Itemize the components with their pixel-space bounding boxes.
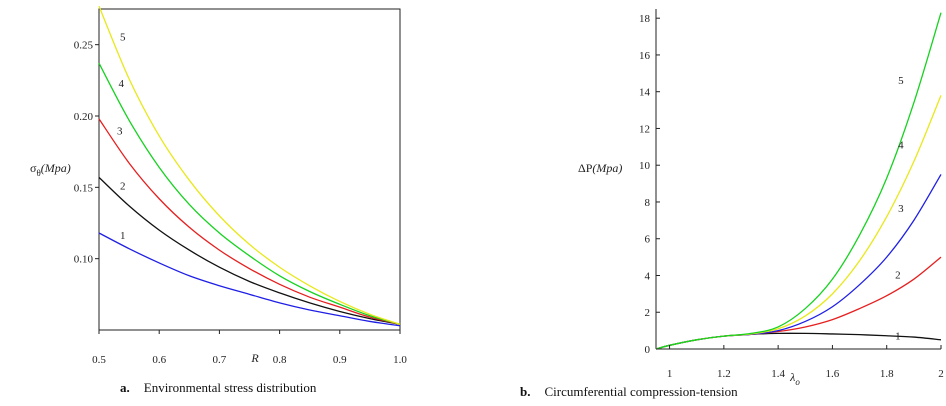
panel-b-x-tick-label: 1.6 <box>826 368 840 380</box>
caption-b-letter: b. <box>520 384 531 399</box>
caption-b: b. Circumferential compression-tension <box>520 384 738 400</box>
panel-b-x-symbol: λ <box>789 370 795 384</box>
panel-a-y-tick-group: 0.10 0.15 0.20 0.25 <box>74 40 99 266</box>
panel-a-series-4-line <box>98 62 401 325</box>
panel-b-x-tick-label: 2 <box>938 368 944 380</box>
panel-b-y-tick-label: 2 <box>645 307 651 319</box>
panel-b-curve-label-group: 1 2 3 4 5 <box>895 75 904 342</box>
panel-a-y-unit: (Mpa) <box>41 161 71 175</box>
panel-b-y-unit: (Mpa) <box>592 161 622 175</box>
panel-b-y-axis-label: ΔP(Mpa) <box>578 161 622 175</box>
panel-b-y-tick-label: 4 <box>645 270 651 282</box>
panel-b-y-tick-label: 6 <box>645 234 651 246</box>
panel-b-curve-label-2: 2 <box>895 270 901 282</box>
panel-a-series-group <box>98 5 401 327</box>
panel-a-x-tick-label: 1.0 <box>393 354 407 366</box>
panel-a-y-axis-label: σθ(Mpa) <box>30 161 71 178</box>
panel-b-x-tick-label: 1 <box>667 368 673 380</box>
panel-b-curve-label-1: 1 <box>895 330 901 342</box>
panel-a-plot-frame <box>98 8 401 331</box>
panel-a-series-3-line <box>98 118 401 325</box>
panel-a-x-tick-label: 0.8 <box>273 354 287 366</box>
panel-b-curve-label-5: 5 <box>898 75 904 87</box>
panel-b-series-4-line <box>655 95 942 350</box>
panel-a-x-tick-label: 0.6 <box>152 354 166 366</box>
panel-a-y-subscript: θ <box>36 168 40 178</box>
panel-a-x-tick-label: 0.5 <box>92 354 106 366</box>
panel-a-curve-label-1: 1 <box>120 230 126 242</box>
panel-a-x-axis-label: R <box>250 351 259 365</box>
caption-a-text: Environmental stress distribution <box>143 380 317 395</box>
panel-a-y-symbol: σ <box>30 161 37 175</box>
panel-b-x-tick-label: 1.2 <box>717 368 731 380</box>
panel-b-y-tick-label: 18 <box>639 13 651 25</box>
panel-a-y-tick-label: 0.15 <box>74 182 94 194</box>
panel-a-y-tick-label: 0.20 <box>74 111 94 123</box>
panel-a-y-tick-label: 0.25 <box>74 40 94 52</box>
panel-b-y-tick-label: 0 <box>645 344 651 356</box>
panel-a-curve-label-4: 4 <box>119 78 125 90</box>
caption-b-text: Circumferential compression-tension <box>544 384 738 399</box>
panel-b-y-tick-group: 0 2 4 6 8 10 12 14 16 18 <box>639 13 660 356</box>
panel-a-curve-label-3: 3 <box>117 126 123 138</box>
panel-a-x-tick-group: 0.5 0.6 0.7 0.8 0.9 1.0 <box>92 330 407 366</box>
panel-b-y-symbol: ΔP <box>578 161 593 175</box>
panel-b-y-tick-label: 8 <box>645 197 651 209</box>
panel-b-y-tick-label: 12 <box>639 123 650 135</box>
panel-b-y-tick-label: 16 <box>639 50 651 62</box>
panel-a-series-5-line <box>98 5 401 325</box>
panel-a-series-1-line <box>98 232 401 327</box>
panel-b-x-subscript: o <box>795 377 800 387</box>
panel-b-x-axis-label: λo <box>789 370 800 387</box>
panel-b-y-tick-label: 14 <box>639 87 651 99</box>
panel-b-series-3-line <box>655 174 942 350</box>
panel-b-series-group <box>655 12 942 350</box>
panel-a-y-tick-label: 0.10 <box>74 254 94 266</box>
panel-a-x-tick-label: 0.9 <box>333 354 347 366</box>
panel-a-curve-label-5: 5 <box>120 32 126 44</box>
panel-a-curve-label-group: 1 2 3 4 5 <box>117 32 126 242</box>
panel-b-x-tick-label: 1.4 <box>771 368 785 380</box>
caption-a: a. Environmental stress distribution <box>120 380 316 396</box>
panel-b-x-tick-group: 1 1.2 1.4 1.6 1.8 2 <box>667 345 944 380</box>
panel-b-curve-label-3: 3 <box>898 203 904 215</box>
panel-b-y-tick-label: 10 <box>639 160 651 172</box>
panel-b-curve-label-4: 4 <box>898 139 904 151</box>
panel-a-series-2-line <box>98 176 401 325</box>
panel-a-x-tick-label: 0.7 <box>213 354 227 366</box>
panel-a-curve-label-2: 2 <box>120 181 126 193</box>
caption-a-letter: a. <box>120 380 130 395</box>
panel-b-x-tick-label: 1.8 <box>880 368 894 380</box>
panel-b-series-5-line <box>655 12 942 350</box>
panel-a-environmental-stress: 0.5 0.6 0.7 0.8 0.9 1.0 0.10 0.15 0.20 0.25 1 2 3 4… <box>30 5 407 366</box>
